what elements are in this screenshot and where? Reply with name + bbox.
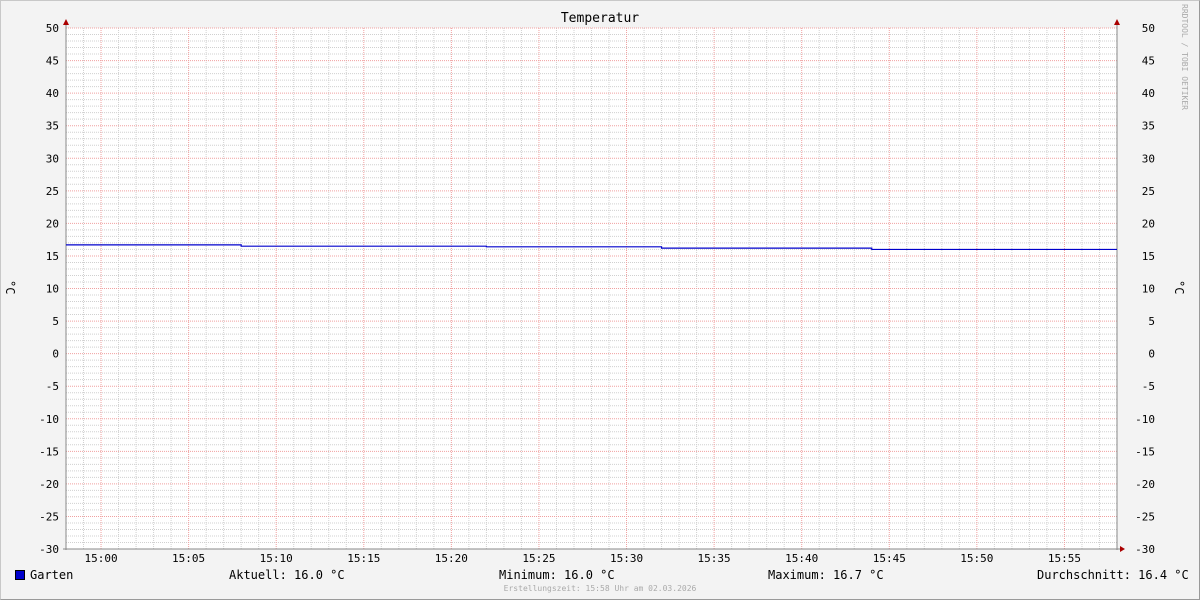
y-tick-label-right: 0 <box>1148 348 1155 361</box>
x-tick-label: 15:45 <box>873 552 906 565</box>
y-tick-label-left: 10 <box>46 283 59 296</box>
y-tick-label-left: -20 <box>39 478 59 491</box>
x-tick-label: 15:55 <box>1048 552 1081 565</box>
y-tick-label-left: 5 <box>52 315 59 328</box>
y-tick-label-left: -10 <box>39 413 59 426</box>
y-tick-label-right: -10 <box>1135 413 1155 426</box>
y-tick-label-right: 15 <box>1142 250 1155 263</box>
x-tick-label: 15:50 <box>960 552 993 565</box>
x-tick-label: 15:15 <box>347 552 380 565</box>
x-tick-label: 15:20 <box>435 552 468 565</box>
y-tick-label-left: 20 <box>46 217 59 230</box>
chart-title: Temperatur <box>560 11 640 26</box>
y-tick-label-right: -25 <box>1135 510 1155 523</box>
watermark: RRDTOOL / TOBI OETIKER <box>1180 4 1189 110</box>
y-tick-label-right: 25 <box>1142 185 1155 198</box>
y-tick-label-right: 10 <box>1142 283 1155 296</box>
legend-label: Garten <box>30 568 74 582</box>
y-tick-label-right: 30 <box>1142 152 1155 165</box>
y-tick-label-left: 25 <box>46 185 59 198</box>
y-tick-label-left: 15 <box>46 250 59 263</box>
y-tick-label-left: -5 <box>46 380 59 393</box>
y-tick-label-left: -15 <box>39 445 59 458</box>
series-line-garten <box>66 244 1117 251</box>
y-axis-label-left: °C <box>3 280 17 295</box>
y-tick-label-left: 50 <box>46 22 59 35</box>
x-tick-label: 15:00 <box>84 552 117 565</box>
y-tick-label-right: 45 <box>1142 55 1155 68</box>
axis-arrow-icon <box>1120 546 1125 552</box>
y-tick-label-right: 50 <box>1142 22 1155 35</box>
x-tick-label: 15:30 <box>610 552 643 565</box>
y-tick-label-right: 35 <box>1142 120 1155 133</box>
y-tick-label-left: 0 <box>52 348 59 361</box>
y-tick-label-right: -5 <box>1142 380 1155 393</box>
x-tick-label: 15:05 <box>172 552 205 565</box>
y-tick-label-right: -30 <box>1135 543 1155 556</box>
stat-average: Durchschnitt: 16.4 °C <box>1037 568 1189 582</box>
y-tick-label-left: 35 <box>46 120 59 133</box>
y-tick-label-right: 40 <box>1142 87 1155 100</box>
x-tick-label: 15:25 <box>522 552 555 565</box>
y-tick-label-right: -15 <box>1135 445 1155 458</box>
y-tick-label-left: -25 <box>39 510 59 523</box>
stat-minimum: Minimum: 16.0 °C <box>499 568 615 582</box>
y-tick-label-right: 20 <box>1142 217 1155 230</box>
y-tick-label-left: 45 <box>46 55 59 68</box>
y-tick-label-right: 5 <box>1148 315 1155 328</box>
axis-arrow-icon <box>63 19 69 25</box>
stat-maximum: Maximum: 16.7 °C <box>768 568 884 582</box>
y-tick-label-left: 30 <box>46 152 59 165</box>
axis-arrow-icon <box>1114 19 1120 25</box>
y-tick-label-left: -30 <box>39 543 59 556</box>
x-tick-label: 15:10 <box>260 552 293 565</box>
creation-time: Erstellungszeit: 15:58 Uhr am 02.03.2026 <box>503 584 697 593</box>
stat-current: Aktuell: 16.0 °C <box>229 568 345 582</box>
x-tick-label: 15:35 <box>698 552 731 565</box>
y-tick-label-left: 40 <box>46 87 59 100</box>
y-tick-label-right: -20 <box>1135 478 1155 491</box>
y-axis-label-right: °C <box>1172 280 1186 295</box>
legend-item-garten: Garten <box>15 568 73 582</box>
legend-swatch <box>15 570 25 580</box>
x-tick-label: 15:40 <box>785 552 818 565</box>
